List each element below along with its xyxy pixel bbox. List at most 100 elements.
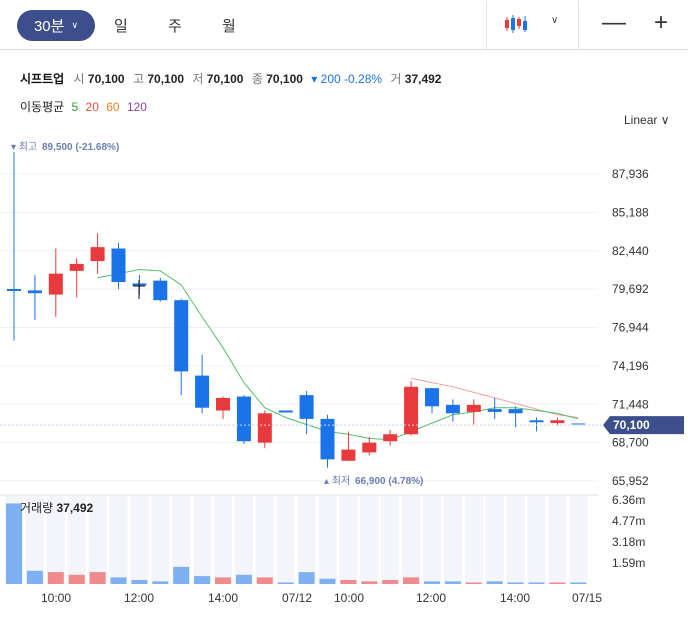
volume-column-bg bbox=[464, 496, 483, 584]
candle bbox=[48, 248, 63, 317]
volume-column-bg bbox=[234, 496, 253, 584]
candle bbox=[466, 399, 481, 425]
zoom-in-button[interactable]: + bbox=[653, 9, 668, 36]
volume-bar bbox=[549, 582, 566, 584]
candle-body bbox=[320, 418, 335, 460]
volume-column-bg bbox=[297, 496, 316, 584]
candle bbox=[550, 417, 565, 426]
candle bbox=[571, 423, 586, 426]
volume-bar bbox=[444, 581, 461, 584]
volume-bar bbox=[403, 577, 420, 584]
candle bbox=[529, 417, 544, 432]
chart-toolbar: 30분 ∨ 일 주 월 ∨ — + bbox=[0, 0, 688, 50]
volume-bar bbox=[194, 576, 211, 584]
price-tick-label: 85,188 bbox=[612, 205, 649, 219]
candle bbox=[383, 430, 398, 446]
candle-body bbox=[383, 434, 398, 442]
ma-60-label: 60 bbox=[106, 100, 120, 114]
change-amount: 200 bbox=[320, 72, 341, 86]
chevron-down-icon: ∨ bbox=[660, 113, 670, 127]
time-axis-label: 10:00 bbox=[334, 591, 364, 605]
change-percent: -0.28% bbox=[344, 72, 383, 86]
volume-bar bbox=[68, 574, 85, 584]
high-marker-value: 89,500 (-21.68%) bbox=[42, 142, 119, 153]
ma5-line bbox=[97, 268, 579, 441]
period-selector-button[interactable]: 30분 ∨ bbox=[17, 10, 95, 41]
volume-bar bbox=[507, 582, 524, 584]
volume-bar bbox=[570, 582, 587, 584]
volume-bar bbox=[131, 580, 148, 584]
volume-column-bg bbox=[109, 496, 128, 584]
candle-body bbox=[27, 290, 42, 294]
open-value: 70,100 bbox=[87, 72, 125, 86]
volume-label: 거 bbox=[390, 72, 402, 86]
candle bbox=[195, 354, 210, 414]
price-tick-label: 68,700 bbox=[612, 436, 649, 450]
candle bbox=[27, 275, 42, 320]
time-axis-label: 07/15 bbox=[572, 591, 602, 605]
candle-body bbox=[299, 395, 314, 419]
price-tick-label: 87,936 bbox=[612, 167, 649, 181]
volume-column-bg bbox=[25, 496, 44, 584]
tab-week[interactable]: 주 bbox=[168, 18, 182, 35]
volume-bar bbox=[173, 566, 190, 584]
candle-body bbox=[278, 410, 293, 413]
price-tick-label: 65,952 bbox=[612, 474, 649, 488]
volume-bar bbox=[277, 582, 294, 584]
volume-column-bg bbox=[318, 496, 337, 584]
candle-body bbox=[216, 397, 230, 411]
moving-average-legend: 이동평균 5 20 60 120 bbox=[20, 98, 151, 115]
candlestick-chart-icon[interactable] bbox=[504, 13, 530, 35]
scale-mode-label: Linear bbox=[624, 113, 658, 127]
volume-column-bg bbox=[214, 496, 232, 584]
tab-month[interactable]: 월 bbox=[222, 18, 236, 35]
candle-body bbox=[445, 404, 460, 414]
volume-column-bg bbox=[527, 496, 546, 584]
volume-column-bg bbox=[569, 496, 588, 584]
volume-column-bg bbox=[130, 496, 149, 584]
high-value: 70,100 bbox=[147, 72, 185, 86]
current-price-label: 70,100 bbox=[613, 418, 650, 432]
candle-body bbox=[257, 413, 272, 443]
price-tick-label: 82,440 bbox=[612, 244, 649, 258]
candle bbox=[299, 390, 314, 435]
volume-column-bg bbox=[67, 496, 86, 584]
price-tick-label: 76,944 bbox=[612, 321, 649, 335]
candle bbox=[445, 399, 460, 422]
volume-column-bg bbox=[151, 496, 170, 584]
candle-body bbox=[404, 386, 419, 435]
price-tick-label: 79,692 bbox=[612, 282, 649, 296]
candle bbox=[362, 437, 377, 456]
scale-mode-dropdown[interactable]: Linear ∨ bbox=[624, 113, 670, 127]
close-value: 70,100 bbox=[266, 72, 303, 86]
toolbar-divider bbox=[486, 1, 487, 49]
volume-column-bg bbox=[193, 496, 212, 584]
low-marker-value: 66,900 (4.78%) bbox=[355, 476, 423, 487]
candle-body bbox=[111, 248, 126, 283]
ma-label: 이동평균 bbox=[20, 100, 65, 114]
chart-type-dropdown-icon[interactable]: ∨ bbox=[551, 15, 559, 26]
time-axis-label: 12:00 bbox=[124, 591, 154, 605]
tab-day[interactable]: 일 bbox=[114, 18, 128, 35]
volume-column-bg bbox=[443, 496, 462, 584]
volume-bar bbox=[89, 572, 106, 584]
open-label: 시 bbox=[73, 72, 85, 86]
volume-tick-label: 3.18m bbox=[612, 535, 645, 549]
candle bbox=[278, 410, 293, 413]
volume-column-bg bbox=[46, 496, 65, 584]
zoom-out-button[interactable]: — bbox=[602, 9, 626, 36]
candle bbox=[153, 277, 168, 302]
time-axis-label: 12:00 bbox=[416, 591, 446, 605]
candle bbox=[7, 152, 21, 341]
volume-column-bg bbox=[423, 496, 441, 584]
volume-column-bg bbox=[381, 496, 400, 584]
candle bbox=[341, 431, 356, 461]
volume-bar bbox=[528, 582, 545, 584]
candle bbox=[69, 258, 84, 298]
time-axis-label: 14:00 bbox=[500, 591, 530, 605]
high-marker-label: ▾ 최고 bbox=[11, 141, 37, 153]
volume-bar bbox=[298, 572, 315, 584]
low-label: 저 bbox=[192, 72, 204, 86]
volume-column-bg bbox=[88, 496, 107, 584]
